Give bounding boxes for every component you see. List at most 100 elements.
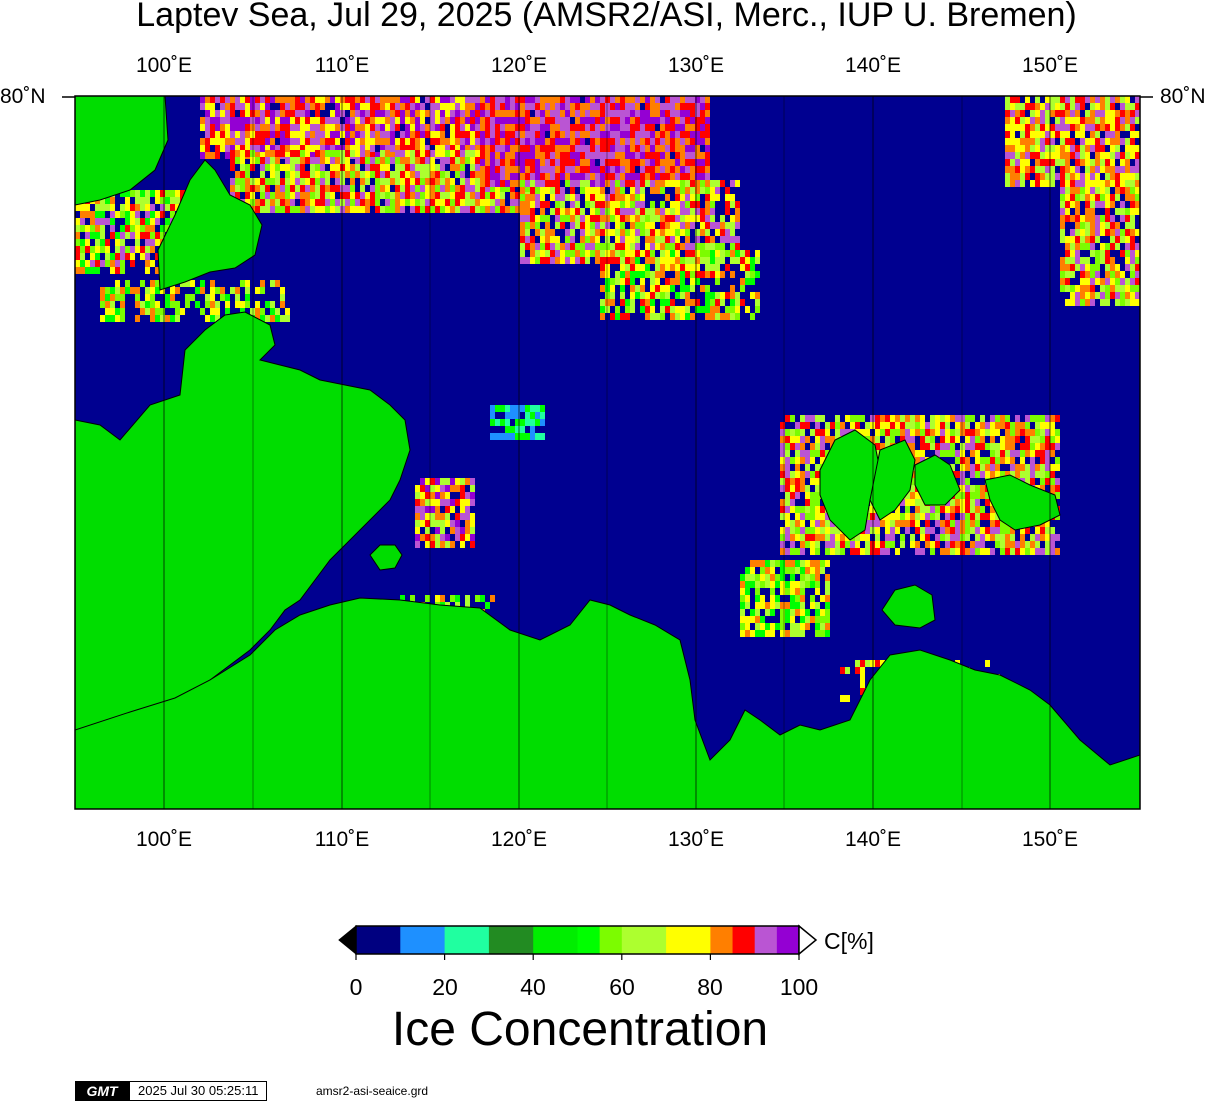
ice-pixel <box>1125 299 1130 306</box>
ice-pixel <box>730 229 735 236</box>
ice-pixel <box>280 124 285 131</box>
ice-pixel <box>690 103 695 110</box>
ice-pixel <box>700 250 705 257</box>
ice-pixel <box>670 159 675 166</box>
ice-pixel <box>630 96 635 103</box>
ice-pixel <box>795 581 800 588</box>
ice-pixel <box>1110 215 1115 222</box>
ice-pixel <box>145 260 150 267</box>
ice-pixel <box>620 243 625 250</box>
ice-pixel <box>480 103 485 110</box>
ice-pixel <box>400 157 405 164</box>
ice-pixel <box>155 315 160 322</box>
ice-pixel <box>655 187 660 194</box>
ice-pixel <box>565 96 570 103</box>
ice-pixel <box>590 194 595 201</box>
ice-pixel <box>625 306 630 313</box>
ice-pixel <box>1095 131 1100 138</box>
ice-pixel <box>560 166 565 173</box>
ice-pixel <box>1100 152 1105 159</box>
ice-pixel <box>450 506 455 513</box>
ice-pixel <box>260 96 265 103</box>
ice-pixel <box>525 180 530 187</box>
ice-pixel <box>695 96 700 103</box>
ice-pixel <box>1015 422 1020 429</box>
ice-pixel <box>1130 236 1135 243</box>
ice-pixel <box>650 145 655 152</box>
ice-pixel <box>525 208 530 215</box>
ice-pixel <box>1040 429 1045 436</box>
ice-pixel <box>605 145 610 152</box>
ice-pixel <box>825 548 830 555</box>
ice-pixel <box>980 457 985 464</box>
ice-pixel <box>275 131 280 138</box>
ice-pixel <box>765 609 770 616</box>
ice-pixel <box>1010 541 1015 548</box>
ice-pixel <box>485 152 490 159</box>
ice-pixel <box>650 278 655 285</box>
ice-pixel <box>650 117 655 124</box>
ice-pixel <box>415 138 420 145</box>
ice-pixel <box>1030 450 1035 457</box>
ice-pixel <box>340 206 345 213</box>
ice-pixel <box>915 527 920 534</box>
ice-pixel <box>625 180 630 187</box>
ice-pixel <box>895 548 900 555</box>
ice-pixel <box>415 110 420 117</box>
ice-pixel <box>1050 110 1055 117</box>
ice-pixel <box>800 581 805 588</box>
ice-pixel <box>335 96 340 103</box>
ice-pixel <box>300 103 305 110</box>
ice-pixel <box>130 218 135 225</box>
ice-pixel <box>470 541 475 548</box>
ice-pixel <box>705 215 710 222</box>
ice-pixel <box>930 513 935 520</box>
ice-pixel <box>920 506 925 513</box>
ice-pixel <box>865 527 870 534</box>
ice-pixel <box>515 206 520 213</box>
ice-pixel <box>1100 159 1105 166</box>
ice-pixel <box>705 243 710 250</box>
ice-pixel <box>400 110 405 117</box>
ice-pixel <box>925 520 930 527</box>
ice-pixel <box>915 450 920 457</box>
ice-pixel <box>415 171 420 178</box>
ice-pixel <box>725 208 730 215</box>
ice-pixel <box>305 178 310 185</box>
ice-pixel <box>420 492 425 499</box>
ice-pixel <box>425 527 430 534</box>
ice-pixel <box>400 192 405 199</box>
ice-pixel <box>835 422 840 429</box>
ice-pixel <box>725 292 730 299</box>
ice-pixel <box>530 166 535 173</box>
ice-pixel <box>305 192 310 199</box>
ice-pixel <box>390 178 395 185</box>
ice-pixel <box>630 236 635 243</box>
ice-pixel <box>415 103 420 110</box>
ice-pixel <box>665 166 670 173</box>
ice-pixel <box>395 150 400 157</box>
ice-pixel <box>1055 145 1060 152</box>
ice-pixel <box>900 499 905 506</box>
ice-pixel <box>265 150 270 157</box>
ice-pixel <box>710 271 715 278</box>
ice-pixel <box>1080 96 1085 103</box>
ice-pixel <box>680 173 685 180</box>
ice-pixel <box>705 201 710 208</box>
ice-pixel <box>960 513 965 520</box>
ice-pixel <box>970 450 975 457</box>
ice-pixel <box>400 178 405 185</box>
ice-pixel <box>600 110 605 117</box>
ice-pixel <box>630 264 635 271</box>
ice-pixel <box>1095 222 1100 229</box>
ice-pixel <box>535 173 540 180</box>
ice-pixel <box>425 96 430 103</box>
ice-pixel <box>660 292 665 299</box>
ice-pixel <box>1005 117 1010 124</box>
ice-pixel <box>1095 187 1100 194</box>
ice-pixel <box>965 436 970 443</box>
ice-pixel <box>690 285 695 292</box>
ice-pixel <box>990 457 995 464</box>
ice-pixel <box>705 110 710 117</box>
ice-pixel <box>1015 548 1020 555</box>
